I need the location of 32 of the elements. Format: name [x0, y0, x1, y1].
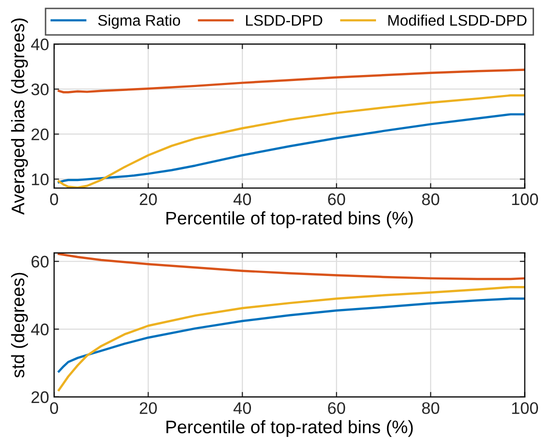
x-tick-label: 40: [233, 402, 251, 414]
x-tick-label: 100: [512, 193, 538, 206]
x-tick-label: 80: [422, 402, 440, 414]
y-axis-title: std (degrees): [11, 272, 28, 378]
x-tick-label: 80: [422, 193, 440, 206]
legend-label: LSDD-DPD: [246, 14, 322, 26]
x-tick-label: 60: [328, 402, 346, 414]
y-tick-label: 20: [32, 128, 49, 140]
x-tick-label: 100: [512, 402, 538, 414]
y-tick-label: 10: [32, 174, 49, 186]
x-tick-label: 60: [328, 193, 346, 206]
line-series: [58, 286, 525, 392]
x-axis-title: Percentile of top-rated bins (%): [166, 211, 413, 228]
line-series: [58, 252, 525, 280]
line-series: [58, 94, 525, 188]
x-tick-label: 40: [233, 193, 251, 206]
line-series: [58, 113, 525, 184]
legend-label: Sigma Ratio: [98, 14, 180, 29]
y-tick-label: 60: [32, 256, 49, 268]
x-tick-label: 0: [50, 193, 58, 206]
y-tick-label: 40: [31, 324, 49, 336]
x-tick-label: 20: [140, 193, 157, 206]
y-tick-label: 40: [31, 38, 49, 50]
line-series: [58, 298, 525, 373]
y-tick-label: 30: [31, 84, 49, 96]
x-tick-label: 20: [140, 402, 157, 414]
y-tick-label: 20: [32, 391, 49, 404]
x-axis-title: Percentile of top-rated bins (%): [166, 420, 413, 437]
line-series: [58, 68, 525, 94]
legend-label: Modified LSDD-DPD: [388, 14, 526, 26]
x-tick-label: 0: [50, 402, 58, 414]
y-axis-title: Averaged bias (degrees): [11, 18, 28, 215]
